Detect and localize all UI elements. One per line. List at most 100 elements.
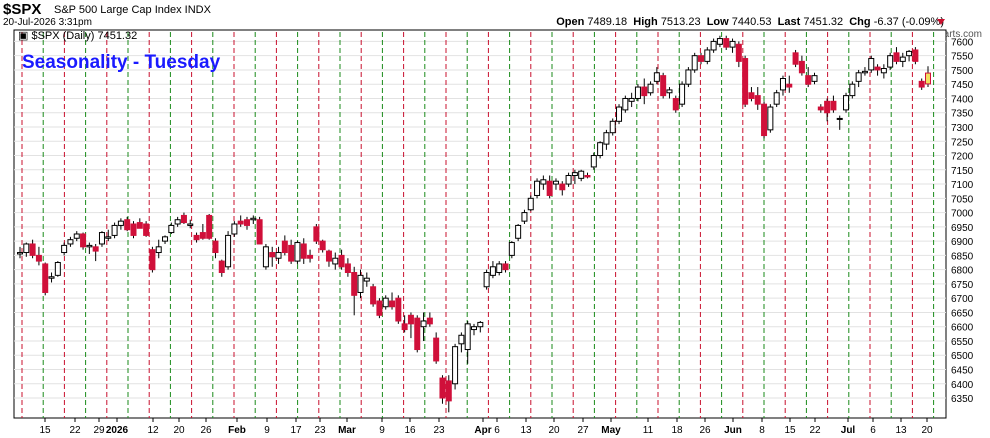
candle-body — [288, 244, 295, 262]
candle-body — [767, 106, 774, 131]
y-tick-label: 7100 — [951, 180, 974, 191]
candle-body — [382, 297, 389, 308]
candle-body — [817, 106, 824, 111]
candle-body — [313, 226, 320, 242]
candle-body — [452, 346, 459, 385]
candle-body — [206, 214, 213, 239]
high-value: 7513.23 — [660, 16, 701, 28]
candle-body — [300, 243, 307, 259]
candle-body — [67, 239, 74, 245]
x-tick-label: 16 — [404, 425, 416, 436]
candle-body — [546, 180, 553, 196]
candle-body — [143, 223, 150, 236]
x-tick-label: Mar — [338, 425, 356, 436]
candle-body — [805, 75, 812, 85]
y-tick-label: 7600 — [951, 37, 974, 48]
x-tick-label: 9 — [264, 425, 270, 436]
candle-body — [483, 272, 490, 288]
y-tick-label: 6400 — [951, 380, 974, 391]
candle-body — [225, 234, 232, 268]
chart-title: Seasonality - Tuesday — [22, 52, 221, 73]
open-value: 7489.18 — [587, 16, 628, 28]
x-tick-label: 26 — [200, 425, 212, 436]
candle-body — [180, 214, 187, 224]
x-tick-label: 13 — [895, 425, 907, 436]
x-tick-label: Jun — [724, 425, 742, 436]
candle-body — [105, 236, 112, 239]
y-tick-label: 7200 — [951, 152, 974, 163]
x-tick-label: 17 — [290, 425, 302, 436]
x-tick-label: 9 — [379, 425, 385, 436]
candle-body — [590, 155, 597, 168]
candle-body — [275, 252, 282, 259]
candle-body — [256, 219, 263, 245]
chg-label: Chg — [849, 16, 871, 28]
candle-body — [899, 56, 906, 62]
candle-body — [17, 252, 23, 255]
candle-body — [773, 92, 780, 105]
plot-frame — [13, 29, 947, 419]
candle-body — [61, 244, 68, 254]
candle-body — [742, 58, 749, 105]
high-label: High — [633, 16, 658, 28]
y-tick-label: 7300 — [951, 123, 974, 134]
candle-body — [698, 55, 704, 62]
candle-body — [584, 175, 591, 178]
candle-body — [244, 219, 250, 226]
candle-body — [149, 249, 156, 271]
candle-body — [603, 132, 610, 145]
low-value: 7440.53 — [731, 16, 772, 28]
symbol: $SPX — [3, 1, 42, 18]
last-value: 7451.32 — [803, 16, 844, 28]
candle-body — [634, 86, 641, 99]
candle-body — [426, 317, 433, 325]
x-tick-label: 11 — [643, 425, 654, 436]
candle-body — [319, 240, 326, 251]
x-tick-label: 22 — [809, 425, 821, 436]
candle-body — [433, 337, 440, 362]
candle-body — [407, 314, 414, 325]
candle-body — [925, 72, 931, 85]
x-tick-label: Feb — [228, 425, 246, 436]
candle-body — [73, 233, 80, 239]
candle-body — [212, 240, 219, 254]
candle-body — [130, 223, 137, 236]
candle-body — [710, 40, 717, 51]
candle-body — [792, 52, 799, 65]
y-tick-label: 6750 — [951, 280, 974, 291]
candle-body — [237, 220, 244, 225]
y-tick-label: 6600 — [951, 323, 974, 334]
candle-body — [458, 334, 465, 345]
y-tick-label: 7350 — [951, 109, 974, 120]
chg-value: -6.37 (-0.09%) — [873, 16, 944, 28]
candle-body — [29, 243, 36, 256]
y-tick-label: 6450 — [951, 366, 974, 377]
y-tick-label: 7150 — [951, 166, 974, 177]
y-tick-label: 7450 — [951, 80, 974, 91]
candle-body — [262, 246, 269, 268]
chart-datetime: 20-Jul-2026 3:31pm — [3, 17, 92, 28]
x-tick-label: 15 — [39, 425, 51, 436]
candle-body — [559, 183, 566, 191]
candle-body — [117, 220, 124, 226]
y-tick-label: 7000 — [951, 209, 974, 220]
x-tick-label: Jul — [841, 425, 856, 436]
y-tick-label: 6700 — [951, 294, 974, 305]
candle-body — [86, 244, 93, 248]
x-tick-label: 18 — [671, 425, 683, 436]
candle-body — [338, 254, 345, 268]
y-tick-label: 6650 — [951, 308, 974, 319]
candle-body — [798, 60, 805, 74]
candle-body — [439, 377, 446, 399]
candle-body — [754, 95, 761, 105]
y-tick-label: 7400 — [951, 94, 974, 105]
candle-body — [389, 300, 396, 308]
candle-body — [168, 224, 175, 234]
y-tick-label: 6800 — [951, 266, 974, 277]
candle-body — [729, 40, 736, 48]
candle-body — [332, 257, 339, 265]
candle-body — [155, 246, 162, 254]
candle-body — [515, 224, 522, 239]
candle-body — [42, 263, 49, 293]
